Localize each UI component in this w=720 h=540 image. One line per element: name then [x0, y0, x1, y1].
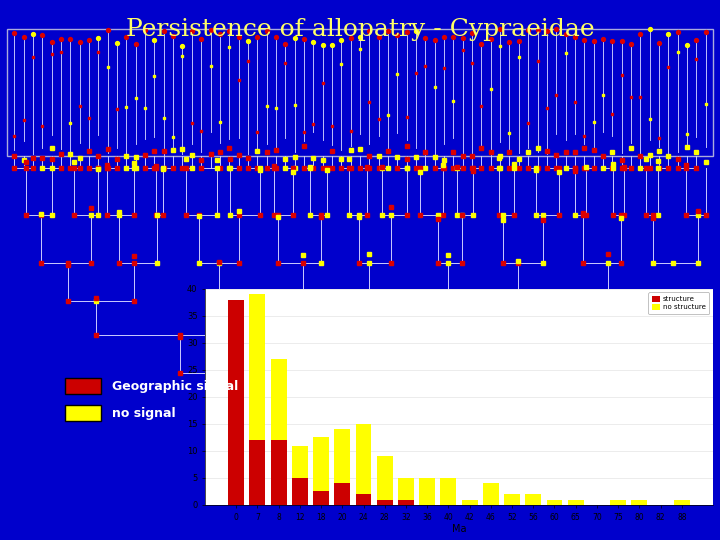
Bar	[526, 494, 541, 505]
Bar	[419, 478, 435, 505]
Bar	[377, 456, 392, 500]
Bar	[356, 424, 372, 494]
Bar	[271, 440, 287, 505]
Text: 94% divergences < 10 Ma
retain allopatry (115 of 122): 94% divergences < 10 Ma retain allopatry…	[410, 297, 624, 325]
Bar	[250, 294, 266, 440]
Bar	[483, 483, 499, 505]
Text: Persistence of allopatry - Cypraeidae: Persistence of allopatry - Cypraeidae	[126, 18, 594, 41]
Bar	[441, 478, 456, 505]
Bar	[228, 300, 244, 505]
Bar	[292, 446, 308, 478]
Bar	[398, 500, 414, 505]
Legend: structure, no structure: structure, no structure	[649, 292, 709, 314]
Text: Geographic signal: Geographic signal	[112, 380, 238, 393]
Bar	[610, 500, 626, 505]
Bar	[250, 440, 266, 505]
Bar	[356, 494, 372, 505]
Bar	[398, 478, 414, 500]
Bar	[674, 500, 690, 505]
Bar	[292, 478, 308, 505]
Bar	[334, 429, 350, 483]
Bar	[377, 500, 392, 505]
Bar	[271, 359, 287, 440]
Text: no signal: no signal	[112, 407, 175, 420]
Bar	[313, 437, 329, 491]
Bar	[313, 491, 329, 505]
Bar	[7, 29, 713, 156]
Bar	[631, 500, 647, 505]
Bar	[546, 500, 562, 505]
Bar	[462, 500, 477, 505]
Bar	[334, 483, 350, 505]
Bar	[504, 494, 520, 505]
Bar	[568, 500, 584, 505]
X-axis label: Ma: Ma	[451, 524, 467, 534]
